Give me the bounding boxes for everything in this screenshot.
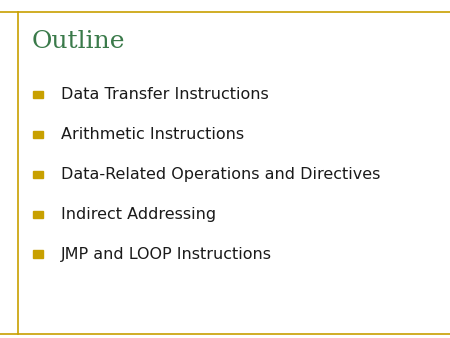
Text: Indirect Addressing: Indirect Addressing xyxy=(61,207,216,222)
Text: Outline: Outline xyxy=(32,30,125,53)
Text: Data Transfer Instructions: Data Transfer Instructions xyxy=(61,87,269,102)
Bar xyxy=(33,131,43,138)
Bar xyxy=(33,171,43,178)
Bar xyxy=(33,211,43,218)
Text: Data-Related Operations and Directives: Data-Related Operations and Directives xyxy=(61,167,380,182)
Bar xyxy=(33,91,43,98)
Bar xyxy=(33,250,43,258)
Text: Arithmetic Instructions: Arithmetic Instructions xyxy=(61,127,244,142)
Text: JMP and LOOP Instructions: JMP and LOOP Instructions xyxy=(61,247,272,262)
